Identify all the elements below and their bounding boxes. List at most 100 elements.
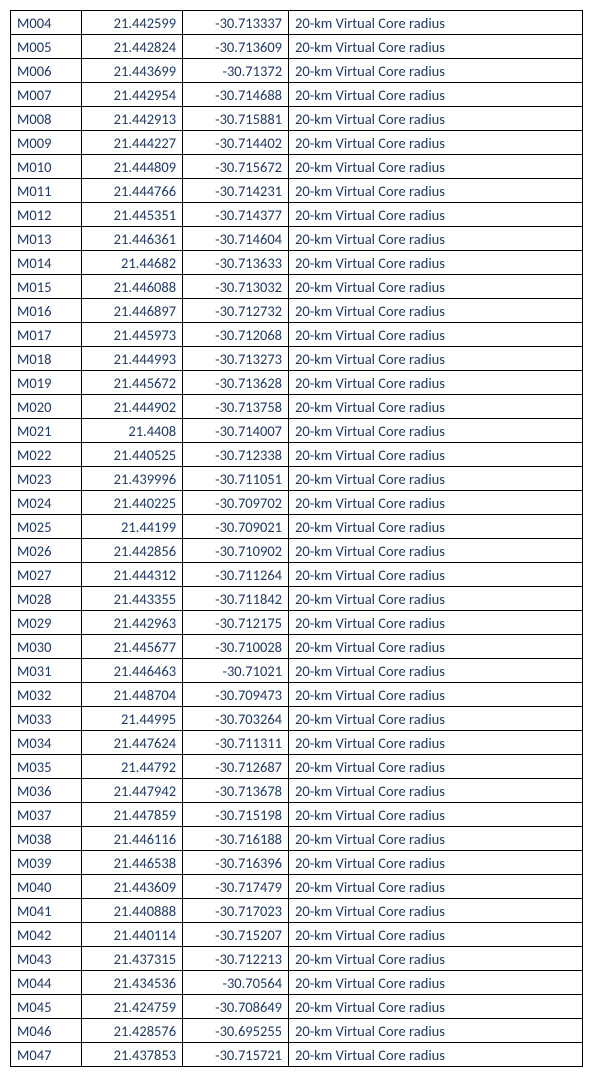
cell-id: M027 [11, 563, 82, 587]
table-row: M02921.442963-30.71217520-km Virtual Cor… [11, 611, 583, 635]
table-row: M02421.440225-30.70970220-km Virtual Cor… [11, 491, 583, 515]
cell-longitude: 21.424759 [82, 995, 183, 1019]
cell-longitude: 21.440225 [82, 491, 183, 515]
cell-description: 20-km Virtual Core radius [289, 1043, 583, 1067]
cell-longitude: 21.446538 [82, 851, 183, 875]
cell-longitude: 21.445351 [82, 203, 183, 227]
table-row: M01321.446361-30.71460420-km Virtual Cor… [11, 227, 583, 251]
table-row: M01521.446088-30.71303220-km Virtual Cor… [11, 275, 583, 299]
cell-id: M019 [11, 371, 82, 395]
cell-id: M024 [11, 491, 82, 515]
cell-longitude: 21.434536 [82, 971, 183, 995]
table-row: M04421.434536-30.7056420-km Virtual Core… [11, 971, 583, 995]
cell-description: 20-km Virtual Core radius [289, 755, 583, 779]
cell-longitude: 21.442824 [82, 35, 183, 59]
cell-longitude: 21.437853 [82, 1043, 183, 1067]
cell-latitude: -30.714604 [183, 227, 289, 251]
table-row: M04021.443609-30.71747920-km Virtual Cor… [11, 875, 583, 899]
cell-id: M009 [11, 131, 82, 155]
table-row: M00821.442913-30.71588120-km Virtual Cor… [11, 107, 583, 131]
cell-id: M007 [11, 83, 82, 107]
cell-id: M017 [11, 323, 82, 347]
cell-longitude: 21.437315 [82, 947, 183, 971]
cell-id: M034 [11, 731, 82, 755]
table-row: M00421.442599-30.71333720-km Virtual Cor… [11, 11, 583, 35]
cell-longitude: 21.442954 [82, 83, 183, 107]
cell-id: M032 [11, 683, 82, 707]
table-row: M03721.447859-30.71519820-km Virtual Cor… [11, 803, 583, 827]
cell-id: M038 [11, 827, 82, 851]
cell-latitude: -30.712213 [183, 947, 289, 971]
table-row: M00521.442824-30.71360920-km Virtual Cor… [11, 35, 583, 59]
cell-id: M040 [11, 875, 82, 899]
cell-latitude: -30.71021 [183, 659, 289, 683]
cell-description: 20-km Virtual Core radius [289, 275, 583, 299]
cell-id: M044 [11, 971, 82, 995]
cell-id: M045 [11, 995, 82, 1019]
cell-description: 20-km Virtual Core radius [289, 875, 583, 899]
cell-description: 20-km Virtual Core radius [289, 347, 583, 371]
cell-id: M036 [11, 779, 82, 803]
cell-id: M029 [11, 611, 82, 635]
cell-id: M005 [11, 35, 82, 59]
table-row: M02821.443355-30.71184220-km Virtual Cor… [11, 587, 583, 611]
cell-id: M023 [11, 467, 82, 491]
cell-description: 20-km Virtual Core radius [289, 203, 583, 227]
cell-id: M046 [11, 1019, 82, 1043]
cell-longitude: 21.44682 [82, 251, 183, 275]
cell-longitude: 21.446463 [82, 659, 183, 683]
cell-latitude: -30.713758 [183, 395, 289, 419]
cell-id: M012 [11, 203, 82, 227]
cell-latitude: -30.711051 [183, 467, 289, 491]
cell-latitude: -30.711264 [183, 563, 289, 587]
cell-longitude: 21.446116 [82, 827, 183, 851]
table-row: M02221.440525-30.71233820-km Virtual Cor… [11, 443, 583, 467]
cell-description: 20-km Virtual Core radius [289, 851, 583, 875]
cell-description: 20-km Virtual Core radius [289, 35, 583, 59]
cell-id: M013 [11, 227, 82, 251]
cell-description: 20-km Virtual Core radius [289, 131, 583, 155]
cell-id: M015 [11, 275, 82, 299]
cell-description: 20-km Virtual Core radius [289, 371, 583, 395]
cell-latitude: -30.714688 [183, 83, 289, 107]
cell-description: 20-km Virtual Core radius [289, 11, 583, 35]
table-row: M04321.437315-30.71221320-km Virtual Cor… [11, 947, 583, 971]
cell-longitude: 21.444766 [82, 179, 183, 203]
cell-latitude: -30.710902 [183, 539, 289, 563]
table-row: M01021.444809-30.71567220-km Virtual Cor… [11, 155, 583, 179]
cell-latitude: -30.714377 [183, 203, 289, 227]
cell-latitude: -30.713633 [183, 251, 289, 275]
cell-id: M041 [11, 899, 82, 923]
table-row: M01421.44682-30.71363320-km Virtual Core… [11, 251, 583, 275]
cell-description: 20-km Virtual Core radius [289, 227, 583, 251]
cell-longitude: 21.445677 [82, 635, 183, 659]
cell-description: 20-km Virtual Core radius [289, 251, 583, 275]
cell-id: M028 [11, 587, 82, 611]
cell-description: 20-km Virtual Core radius [289, 107, 583, 131]
cell-description: 20-km Virtual Core radius [289, 179, 583, 203]
cell-description: 20-km Virtual Core radius [289, 995, 583, 1019]
cell-longitude: 21.444227 [82, 131, 183, 155]
cell-longitude: 21.444809 [82, 155, 183, 179]
cell-id: M026 [11, 539, 82, 563]
cell-latitude: -30.716188 [183, 827, 289, 851]
table-row: M03821.446116-30.71618820-km Virtual Cor… [11, 827, 583, 851]
cell-id: M035 [11, 755, 82, 779]
cell-longitude: 21.440525 [82, 443, 183, 467]
cell-latitude: -30.717023 [183, 899, 289, 923]
cell-description: 20-km Virtual Core radius [289, 395, 583, 419]
cell-longitude: 21.440114 [82, 923, 183, 947]
cell-description: 20-km Virtual Core radius [289, 971, 583, 995]
cell-longitude: 21.447942 [82, 779, 183, 803]
cell-id: M021 [11, 419, 82, 443]
cell-id: M043 [11, 947, 82, 971]
coordinates-table: M00421.442599-30.71333720-km Virtual Cor… [10, 10, 583, 1067]
cell-id: M047 [11, 1043, 82, 1067]
cell-longitude: 21.444312 [82, 563, 183, 587]
cell-longitude: 21.44995 [82, 707, 183, 731]
cell-id: M010 [11, 155, 82, 179]
cell-latitude: -30.710028 [183, 635, 289, 659]
cell-description: 20-km Virtual Core radius [289, 731, 583, 755]
table-row: M02621.442856-30.71090220-km Virtual Cor… [11, 539, 583, 563]
table-row: M04121.440888-30.71702320-km Virtual Cor… [11, 899, 583, 923]
